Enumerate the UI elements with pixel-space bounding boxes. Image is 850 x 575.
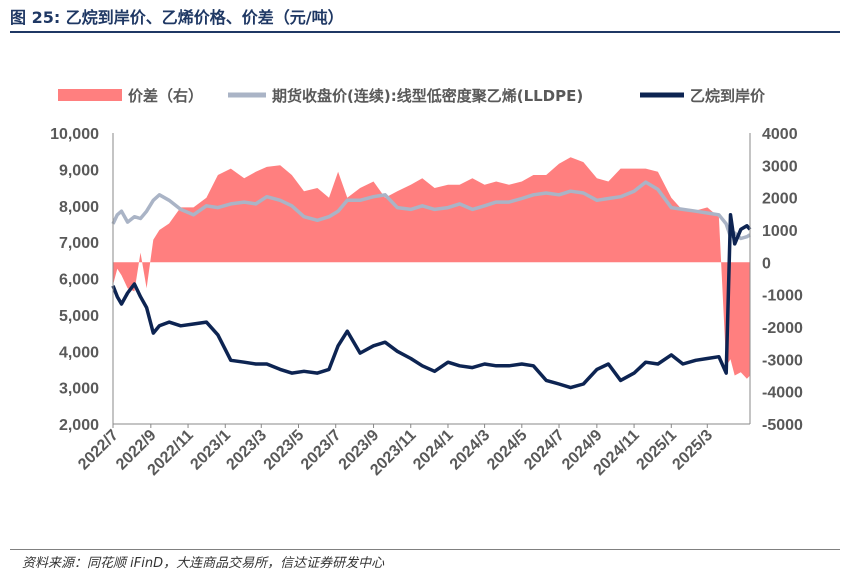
figure-title: 图 25: 乙烷到岸价、乙烯价格、价差（元/吨） — [10, 8, 344, 27]
source-note: 资料来源：同花顺 iFinD，大连商品交易所，信达证券研发中心 — [22, 556, 385, 571]
y-right-tick-label: -2000 — [762, 320, 803, 337]
legend-swatch-spread — [58, 89, 122, 101]
legend-label-lldpe: 期货收盘价(连续):线型低密度聚乙烯(LLDPE) — [272, 87, 583, 105]
y-left-tick-label: 9,000 — [59, 162, 99, 179]
axes: 2,000 3,000 4,000 5,000 6,000 7,000 8,000 9,000… — [50, 126, 803, 479]
y-right-tick-label: 3000 — [762, 158, 798, 175]
y-right-tick-label: 1000 — [762, 223, 798, 240]
x-tick-label: 2024/5 — [484, 427, 531, 474]
y-left-tick-label: 7,000 — [59, 235, 99, 252]
legend-label-ethane: 乙烷到岸价 — [690, 87, 766, 105]
legend-label-spread: 价差（右） — [128, 87, 203, 105]
y-left-tick-label: 4,000 — [59, 344, 99, 361]
series-spread-area — [113, 157, 750, 379]
y-right-tick-label: -4000 — [762, 385, 803, 402]
title-rule — [10, 31, 840, 33]
y-left-tick-label: 2,000 — [59, 417, 99, 434]
y-left-tick-label: 6,000 — [59, 272, 99, 289]
y-right-tick-label: 2000 — [762, 191, 798, 208]
y-left-tick-label: 5,000 — [59, 308, 99, 325]
x-tick-label: 2023/7 — [298, 427, 345, 474]
source-rule — [10, 549, 840, 550]
y-left-tick-label: 8,000 — [59, 199, 99, 216]
y-right-tick-label: 4000 — [762, 126, 798, 143]
y-right-tick-label: -1000 — [762, 288, 803, 305]
x-tick-label: 2023/3 — [223, 427, 270, 474]
plot-area — [111, 157, 752, 390]
x-tick-label: 2024/3 — [447, 427, 494, 474]
x-tick-label: 2024/1 — [410, 427, 457, 474]
y-right-tick-label: 0 — [762, 255, 771, 272]
x-tick-label: 2024/7 — [521, 427, 568, 474]
series-ethane-line — [111, 213, 752, 390]
y-right-tick-label: -3000 — [762, 352, 803, 369]
legend: 价差（右） 期货收盘价(连续):线型低密度聚乙烯(LLDPE) 乙烷到岸价 — [58, 87, 766, 105]
y-left-tick-label: 10,000 — [50, 126, 99, 143]
x-tick-label: 2025/3 — [669, 427, 716, 474]
x-tick-label: 2023/5 — [261, 427, 308, 474]
y-left-tick-label: 3,000 — [59, 381, 99, 398]
y-right-tick-label: -5000 — [762, 417, 803, 434]
series-lldpe-line — [111, 180, 751, 241]
